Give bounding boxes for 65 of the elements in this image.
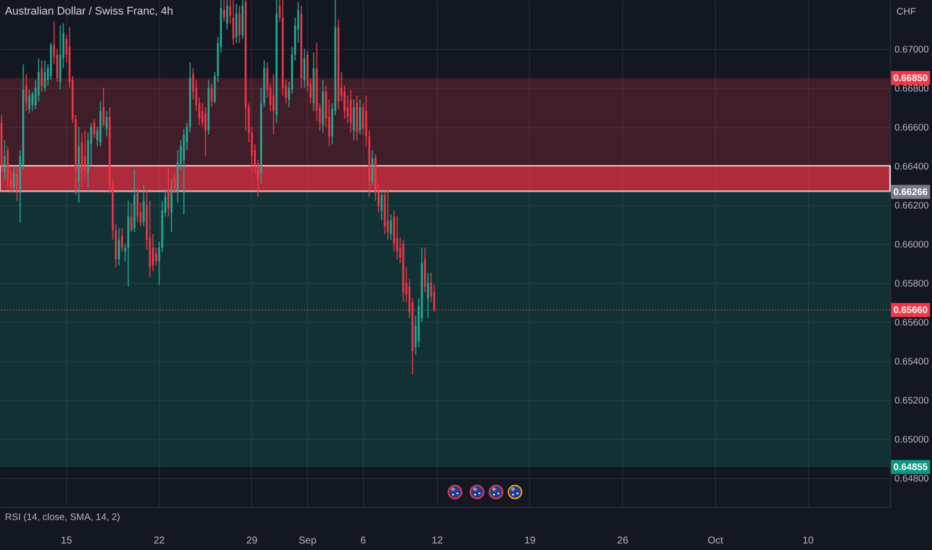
candlestick bbox=[121, 228, 124, 252]
candlestick bbox=[136, 186, 138, 223]
ref-line-label: 0.65660 bbox=[893, 305, 928, 316]
candlestick bbox=[167, 167, 170, 217]
y-tick-label: 0.65400 bbox=[894, 356, 929, 368]
candlestick bbox=[226, 0, 228, 30]
x-tick-label: 22 bbox=[154, 536, 166, 546]
candlestick bbox=[371, 150, 374, 186]
candlestick bbox=[204, 106, 206, 156]
candlestick bbox=[12, 165, 15, 192]
candlestick bbox=[4, 140, 6, 180]
x-tick-label: 26 bbox=[617, 536, 629, 546]
x-tick-label: Sep bbox=[298, 536, 317, 546]
candlestick bbox=[390, 214, 392, 240]
x-tick-label: 29 bbox=[246, 536, 258, 546]
candlestick bbox=[223, 0, 226, 22]
candlestick bbox=[118, 228, 120, 266]
candlestick bbox=[155, 247, 158, 266]
y-tick-label: 0.66000 bbox=[894, 239, 929, 250]
band-label: 0.66850 bbox=[893, 73, 928, 84]
candlestick bbox=[84, 130, 86, 178]
y-tick-label: 0.65600 bbox=[894, 317, 929, 328]
y-axis-title: CHF bbox=[896, 6, 916, 18]
candlestick bbox=[152, 234, 154, 272]
candlestick bbox=[386, 188, 389, 240]
candlestick bbox=[170, 178, 172, 233]
y-tick-label: 0.67000 bbox=[894, 44, 929, 56]
chart-title: Australian Dollar / Swiss Franc, 4h bbox=[5, 6, 174, 18]
candlestick bbox=[130, 202, 132, 233]
candlestick bbox=[210, 83, 213, 108]
candlestick bbox=[278, 0, 281, 22]
candlestick bbox=[16, 167, 18, 202]
candlestick bbox=[28, 89, 30, 114]
x-tick-label: 19 bbox=[524, 536, 536, 546]
candlestick bbox=[232, 0, 234, 46]
y-tick-label: 0.65200 bbox=[894, 395, 929, 406]
band-label: 0.64855 bbox=[893, 462, 928, 474]
y-tick-label: 0.66800 bbox=[894, 83, 929, 94]
candlestick bbox=[427, 272, 429, 318]
candlestick bbox=[44, 60, 46, 92]
text: RSI (14, close, SMA, 14, 2) bbox=[5, 512, 120, 523]
y-tick-label: 0.65800 bbox=[894, 278, 929, 290]
candlestick bbox=[102, 87, 104, 128]
candlestick bbox=[106, 110, 108, 137]
candlestick bbox=[272, 74, 274, 136]
candlestick bbox=[238, 5, 240, 44]
x-tick-label: 10 bbox=[802, 536, 814, 546]
y-tick-label: 0.66600 bbox=[894, 122, 929, 134]
y-tick-label: 0.66200 bbox=[894, 200, 929, 212]
candlestick bbox=[174, 173, 176, 194]
x-tick-label: 15 bbox=[60, 536, 72, 546]
y-tick-label: 0.65000 bbox=[894, 434, 929, 446]
candlestick bbox=[31, 91, 34, 112]
ref-line-label: 0.66266 bbox=[893, 186, 928, 198]
x-tick-label: 12 bbox=[432, 536, 444, 546]
x-tick-label: 6 bbox=[360, 536, 366, 546]
candlestick bbox=[142, 184, 145, 227]
candlestick bbox=[380, 188, 383, 221]
y-tick-label: 0.66400 bbox=[894, 161, 929, 172]
candlestick bbox=[303, 48, 306, 88]
y-tick-label: 0.64800 bbox=[894, 473, 929, 484]
candlestick bbox=[352, 98, 355, 141]
x-tick-label: Oct bbox=[708, 536, 724, 546]
candlestick bbox=[359, 98, 361, 136]
candlestick bbox=[235, 3, 238, 44]
